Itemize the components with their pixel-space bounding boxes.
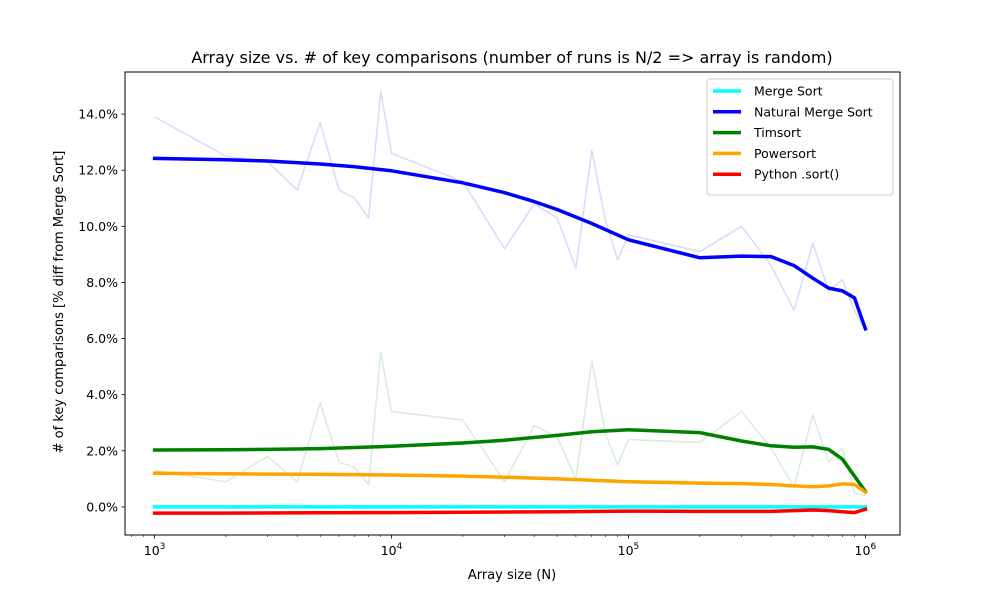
x-tick-exponent: 5 bbox=[634, 542, 640, 552]
legend-label: Powersort bbox=[754, 146, 816, 161]
x-tick-label: 103 bbox=[144, 542, 166, 558]
x-tick-exponent: 6 bbox=[870, 542, 876, 552]
chart-title: Array size vs. # of key comparisons (num… bbox=[191, 48, 832, 67]
x-tick-label: 104 bbox=[381, 542, 403, 558]
y-axis-label: # of key comparisons [% diff from Merge … bbox=[52, 151, 67, 454]
legend: Merge Sort Natural Merge Sort Timsort Power… bbox=[706, 78, 894, 196]
raw-series-line-0 bbox=[154, 90, 867, 331]
legend-label: Natural Merge Sort bbox=[754, 104, 873, 119]
x-tick-base: 10 bbox=[381, 543, 397, 558]
legend-label: Merge Sort bbox=[754, 84, 823, 99]
y-tick-label: 4.0% bbox=[86, 387, 118, 402]
plot-area bbox=[152, 90, 868, 515]
series-line-timsort bbox=[152, 428, 868, 494]
series-line-python-sort bbox=[152, 507, 868, 515]
legend-box bbox=[706, 78, 894, 196]
y-tick-label: 14.0% bbox=[78, 107, 118, 122]
y-tick-label: 8.0% bbox=[86, 275, 118, 290]
y-tick-label: 0.0% bbox=[86, 499, 118, 514]
x-tick-exponent: 4 bbox=[397, 542, 403, 552]
raw-series-line-1 bbox=[154, 351, 866, 497]
x-tick-base: 10 bbox=[855, 543, 871, 558]
x-tick-exponent: 3 bbox=[160, 542, 166, 552]
x-tick-base: 10 bbox=[144, 543, 160, 558]
x-axis-label: Array size (N) bbox=[468, 568, 556, 583]
raw-series-group bbox=[154, 90, 867, 497]
y-tick-label: 12.0% bbox=[78, 163, 118, 178]
y-tick-label: 2.0% bbox=[86, 443, 118, 458]
legend-label: Timsort bbox=[753, 125, 801, 140]
x-axis: 103 104 105 106 bbox=[131, 535, 877, 558]
x-tick-base: 10 bbox=[618, 543, 634, 558]
series-group bbox=[152, 156, 868, 515]
legend-label: Python .sort() bbox=[754, 167, 839, 182]
axes-frame bbox=[124, 71, 901, 536]
y-axis: 0.0% 2.0% 4.0% 6.0% 8.0% 10.0% 12.0% 14.0% bbox=[78, 107, 125, 514]
x-tick-label: 105 bbox=[618, 542, 640, 558]
x-tick-label: 106 bbox=[855, 542, 877, 558]
y-tick-label: 6.0% bbox=[86, 331, 118, 346]
series-line-powersort bbox=[152, 471, 868, 495]
y-tick-label: 10.0% bbox=[78, 219, 118, 234]
series-line-natural-merge-sort bbox=[152, 156, 868, 332]
